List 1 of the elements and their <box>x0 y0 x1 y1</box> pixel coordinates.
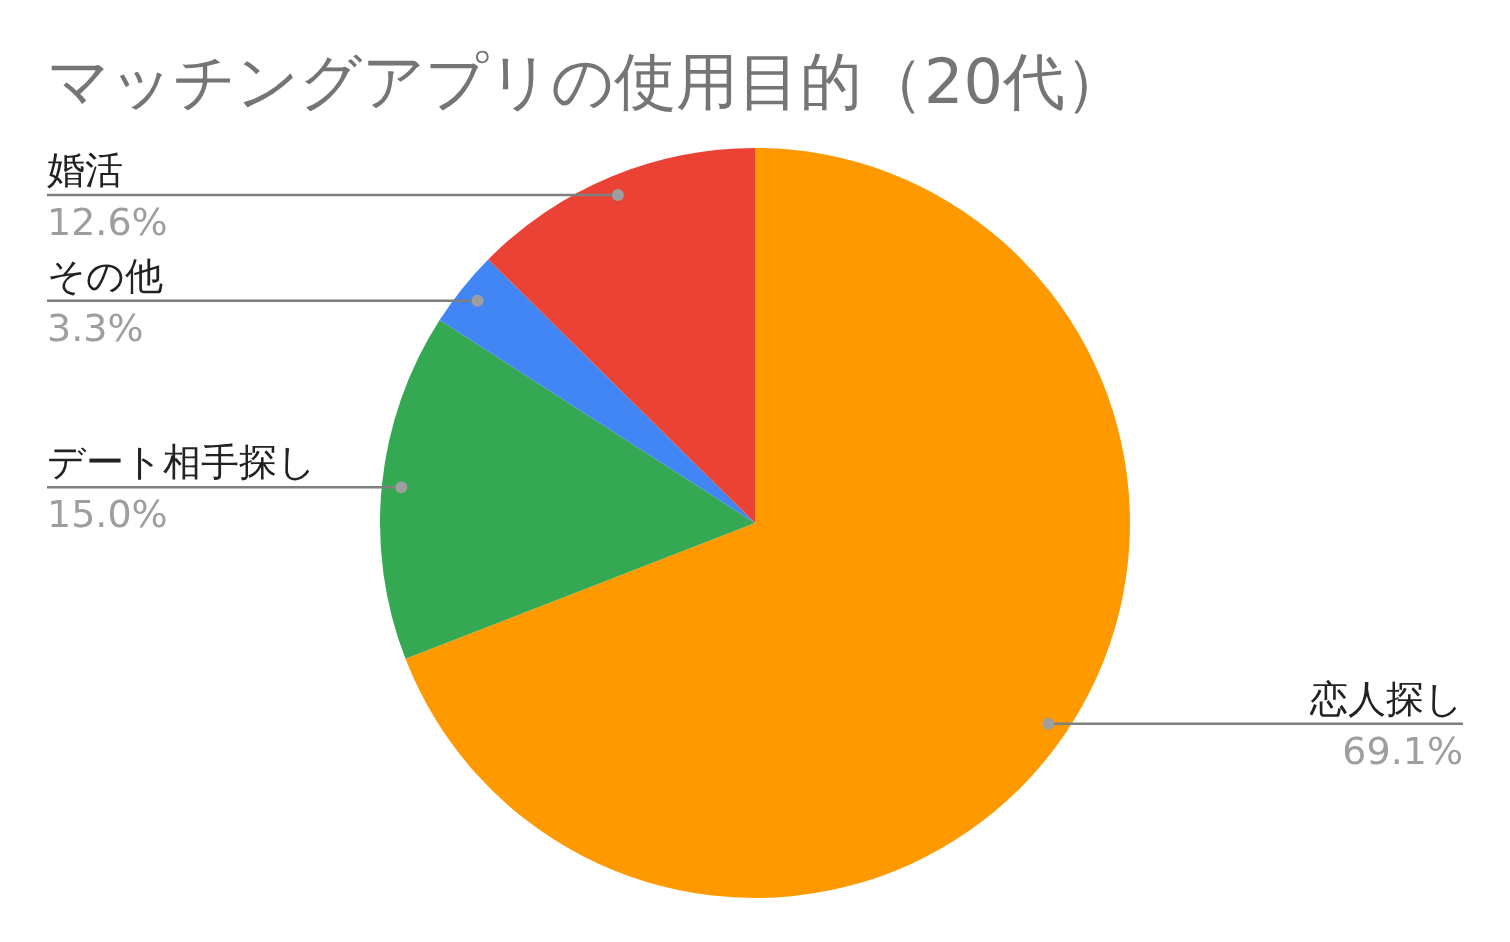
title: マッチングアプリの使用目的（20代） <box>47 45 1127 118</box>
